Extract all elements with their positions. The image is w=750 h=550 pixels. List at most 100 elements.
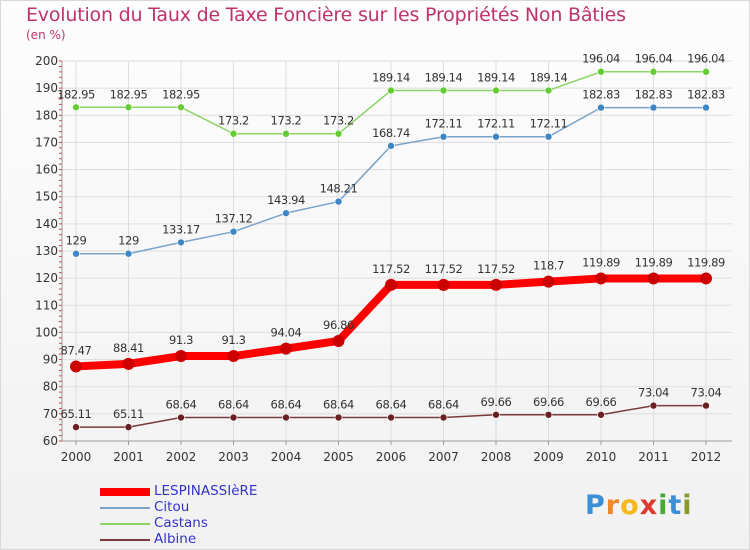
data-label-albine: 65.11	[61, 407, 92, 421]
logo-letter: P	[585, 490, 606, 521]
data-point-castans	[597, 67, 605, 76]
x-tick-label: 2008	[481, 450, 512, 464]
x-tick-label: 2009	[533, 450, 564, 464]
y-tick-label: 130	[35, 244, 58, 258]
data-label-citou: 148.21	[320, 182, 358, 196]
data-point-citou	[544, 132, 553, 141]
data-label-castans: 196.04	[687, 52, 725, 66]
data-point-citou	[177, 238, 185, 247]
data-label-citou: 172.11	[477, 117, 515, 131]
data-label-castans: 196.04	[582, 52, 620, 66]
data-point-castans	[649, 67, 658, 76]
data-point-castans	[334, 129, 343, 138]
data-point-citou	[229, 227, 238, 236]
data-label-albine: 69.66	[586, 395, 617, 409]
data-label-albine: 69.66	[533, 395, 564, 409]
legend-item-citou: Citou	[100, 499, 360, 516]
data-label-lespinassire: 119.89	[582, 255, 620, 269]
data-point-lespinassire	[122, 357, 135, 370]
data-label-albine: 68.64	[271, 398, 302, 412]
data-point-citou	[387, 142, 395, 150]
data-label-citou: 172.11	[530, 117, 568, 131]
logo-letter: i	[682, 490, 693, 521]
data-point-lespinassire	[70, 360, 82, 373]
data-point-lespinassire	[595, 272, 607, 285]
y-tick-label: 100	[35, 325, 58, 339]
data-point-citou	[334, 197, 343, 206]
data-label-castans: 182.95	[57, 87, 95, 101]
x-tick-label: 2007	[428, 450, 459, 464]
y-tick-label: 60	[43, 434, 58, 448]
data-label-castans: 173.2	[218, 114, 249, 128]
data-point-lespinassire	[175, 350, 187, 363]
data-label-castans: 189.14	[425, 70, 463, 84]
proxiti-logo: Proxiti	[585, 490, 693, 521]
data-label-lespinassire: 91.3	[221, 333, 245, 347]
y-tick-label: 120	[35, 271, 58, 285]
x-tick-label: 2000	[61, 450, 92, 464]
data-point-citou	[492, 132, 500, 141]
x-tick-label: 2003	[218, 450, 249, 464]
data-point-lespinassire	[647, 272, 660, 285]
data-label-lespinassire: 94.04	[271, 326, 302, 340]
legend-label-albine: Albine	[154, 531, 197, 547]
y-tick-label: 90	[43, 353, 58, 367]
y-tick-label: 200	[35, 54, 58, 68]
data-label-castans: 189.14	[372, 70, 410, 84]
data-label-albine: 73.04	[638, 386, 669, 400]
legend-label-citou: Citou	[154, 499, 190, 515]
data-label-lespinassire: 117.52	[425, 262, 463, 276]
data-label-castans: 189.14	[477, 70, 515, 84]
y-tick-label: 140	[35, 217, 58, 231]
data-point-castans	[177, 103, 185, 112]
y-tick-label: 110	[35, 298, 58, 312]
data-point-lespinassire	[280, 342, 292, 355]
data-label-albine: 69.66	[481, 395, 512, 409]
data-label-albine: 68.64	[376, 398, 407, 412]
data-point-albine	[177, 413, 185, 422]
data-label-lespinassire: 119.89	[687, 255, 725, 269]
y-tick-label: 160	[35, 163, 58, 177]
data-label-lespinassire: 87.47	[61, 343, 92, 357]
data-label-lespinassire: 118.7	[533, 259, 564, 273]
data-point-albine	[229, 413, 238, 422]
data-label-albine: 68.64	[428, 398, 459, 412]
data-point-albine	[597, 410, 605, 419]
x-tick-label: 2011	[638, 450, 669, 464]
data-point-citou	[282, 209, 290, 217]
x-tick-label: 2002	[166, 450, 197, 464]
chart-title: Evolution du Taux de Taxe Foncière sur l…	[26, 4, 626, 26]
data-point-lespinassire	[332, 334, 345, 347]
data-point-albine	[702, 401, 710, 410]
data-point-lespinassire	[385, 278, 397, 291]
x-tick-label: 2010	[586, 450, 617, 464]
x-tick-label: 2006	[376, 450, 407, 464]
y-tick-label: 70	[43, 407, 58, 421]
data-point-albine	[124, 423, 133, 431]
logo-letter: x	[639, 490, 659, 521]
data-label-citou: 143.94	[267, 193, 305, 207]
data-label-albine: 73.04	[691, 386, 722, 400]
x-tick-label: 2012	[691, 450, 722, 464]
y-tick-label: 80	[43, 380, 58, 394]
data-point-albine	[334, 413, 343, 422]
data-label-citou: 129	[118, 234, 139, 248]
data-point-castans	[72, 103, 80, 112]
data-point-castans	[544, 86, 553, 95]
data-point-castans	[282, 129, 290, 138]
data-label-albine: 65.11	[113, 407, 144, 421]
data-point-citou	[597, 103, 605, 112]
logo-letter: o	[620, 490, 640, 521]
data-point-castans	[702, 67, 710, 76]
data-label-lespinassire: 91.3	[169, 333, 193, 347]
data-point-albine	[282, 413, 290, 422]
data-label-castans: 182.95	[110, 87, 148, 101]
data-point-citou	[439, 132, 448, 141]
data-label-castans: 173.2	[271, 114, 302, 128]
data-point-castans	[229, 129, 238, 138]
legend-label-castans: Castans	[154, 515, 208, 531]
data-label-lespinassire: 117.52	[372, 262, 410, 276]
y-unit-label: (en %)	[26, 28, 66, 42]
logo-letter: i	[658, 490, 669, 521]
